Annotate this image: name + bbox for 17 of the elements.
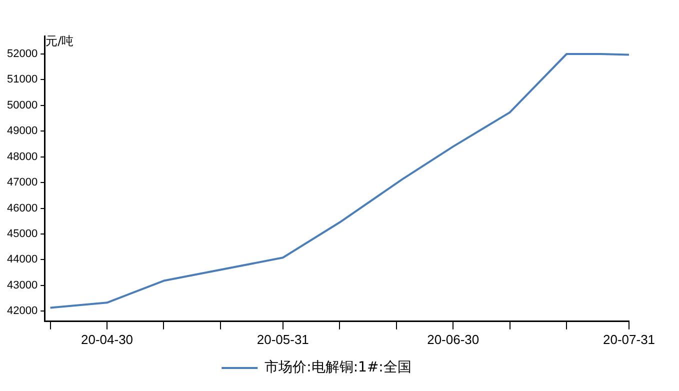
- y-tick-label: 46000: [6, 202, 38, 214]
- y-tick-label: 42000: [6, 305, 38, 318]
- y-axis-title: 元/吨: [46, 34, 74, 48]
- y-tick-label: 43000: [6, 279, 38, 292]
- y-tick-label: 52000: [6, 48, 38, 60]
- y-tick-label: 51000: [6, 74, 38, 86]
- legend-label: 市场价:电解铜:1#:全国: [264, 360, 412, 376]
- y-tick-label: 49000: [6, 125, 38, 138]
- y-tick-label: 50000: [6, 99, 38, 112]
- x-tick-label: 20-05-31: [256, 332, 309, 347]
- y-tick-label: 44000: [6, 254, 38, 266]
- y-tick-label: 47000: [6, 176, 38, 189]
- x-tick-label: 20-07-31: [602, 332, 656, 347]
- x-tick-label: 20-06-30: [427, 332, 480, 347]
- x-tick-label: 20-04-30: [80, 332, 134, 347]
- y-tick-label: 48000: [6, 150, 38, 163]
- y-tick-label: 45000: [6, 228, 38, 240]
